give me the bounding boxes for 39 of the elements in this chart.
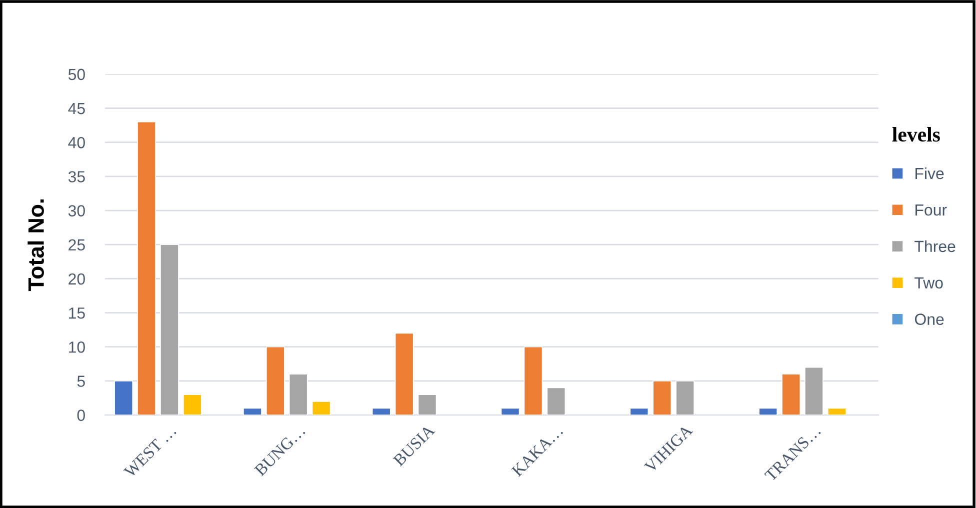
legend-label: Three xyxy=(914,240,956,252)
bar xyxy=(243,408,262,416)
y-tick-label: 25 xyxy=(68,239,85,251)
bar xyxy=(827,408,846,416)
bar xyxy=(676,380,694,416)
bar xyxy=(524,346,543,416)
y-tick-label: 30 xyxy=(68,205,85,216)
bar xyxy=(546,387,566,416)
legend-label: Four xyxy=(916,204,947,216)
y-tick-label: 45 xyxy=(68,103,85,114)
bar xyxy=(804,366,824,416)
bar xyxy=(782,374,800,416)
y-tick-label: 35 xyxy=(68,171,85,182)
legend-title: levels xyxy=(892,126,940,142)
bar xyxy=(418,394,437,416)
y-tick-label: 0 xyxy=(77,410,85,421)
bar xyxy=(758,408,778,416)
y-tick-label: 50 xyxy=(68,68,85,80)
y-axis-title: Total No. xyxy=(28,199,44,292)
bar xyxy=(312,400,331,416)
y-tick-label: 5 xyxy=(77,376,85,387)
bar xyxy=(652,380,672,416)
y-tick-label: 10 xyxy=(69,341,85,353)
y-tick-label: 20 xyxy=(68,273,85,285)
bar xyxy=(114,380,134,416)
bar xyxy=(372,408,391,416)
bar xyxy=(160,244,179,416)
bar xyxy=(266,346,285,416)
legend-label: One xyxy=(914,314,944,325)
bar xyxy=(500,408,520,416)
bar xyxy=(182,394,202,416)
y-tick-label: 40 xyxy=(68,136,85,148)
bar xyxy=(630,408,649,416)
y-tick-label: 15 xyxy=(69,308,85,319)
legend-label: Two xyxy=(914,277,943,289)
bar xyxy=(137,121,156,416)
legend-label: Five xyxy=(916,167,944,180)
bar xyxy=(288,374,308,416)
bar xyxy=(394,332,414,416)
